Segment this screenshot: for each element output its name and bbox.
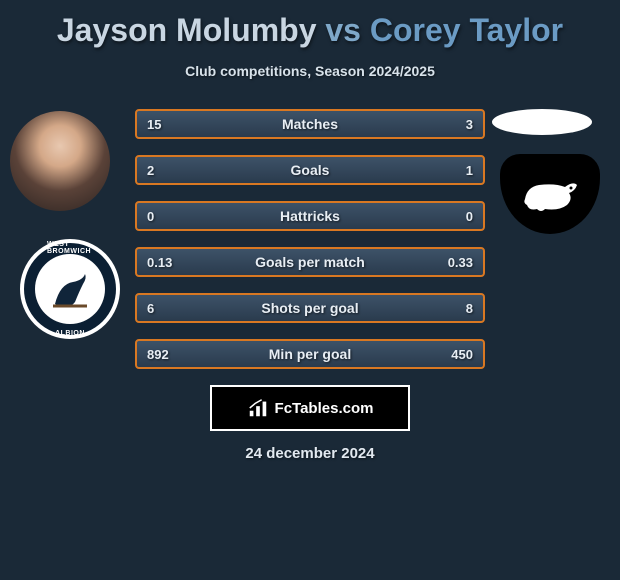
source-text: FcTables.com [275,400,374,417]
stat-right-value: 8 [466,301,473,316]
stat-row: 2 Goals 1 [135,155,485,185]
stat-row: 0 Hattricks 0 [135,201,485,231]
stat-label: Hattricks [137,208,483,224]
stat-right-value: 0.33 [448,255,473,270]
stat-row: 15 Matches 3 [135,109,485,139]
vs-label: vs [325,12,361,48]
date-label: 24 december 2024 [0,445,620,462]
stat-row: 892 Min per goal 450 [135,339,485,369]
stat-label: Goals [137,162,483,178]
source-logo-box: FcTables.com [210,385,410,431]
stat-right-value: 1 [466,163,473,178]
stat-right-value: 450 [451,347,473,362]
player1-name: Jayson Molumby [57,12,317,48]
player1-avatar [10,111,110,211]
player2-club-badge [500,154,600,234]
stat-label: Min per goal [137,346,483,362]
player2-name: Corey Taylor [370,12,563,48]
comparison-title: Jayson Molumby vs Corey Taylor [0,0,620,49]
stat-label: Goals per match [137,254,483,270]
player1-club-badge: WEST BROMWICH ALBION [20,239,120,339]
player2-ellipse [492,109,592,135]
ram-icon [515,169,585,219]
stat-row: 6 Shots per goal 8 [135,293,485,323]
badge-inner-circle [35,254,105,324]
badge-text-bottom: ALBION [55,330,85,337]
stat-right-value: 3 [466,117,473,132]
badge-text-top: WEST BROMWICH [47,241,93,255]
thrush-icon [35,254,105,324]
stat-label: Shots per goal [137,300,483,316]
content-area: WEST BROMWICH ALBION 15 Matches 3 2 Goal… [0,109,620,369]
stat-label: Matches [137,116,483,132]
stat-bars: 15 Matches 3 2 Goals 1 0 Hattricks 0 0.1… [135,109,485,369]
stat-row: 0.13 Goals per match 0.33 [135,247,485,277]
stat-right-value: 0 [466,209,473,224]
fctables-icon [247,397,269,419]
subtitle: Club competitions, Season 2024/2025 [0,63,620,79]
